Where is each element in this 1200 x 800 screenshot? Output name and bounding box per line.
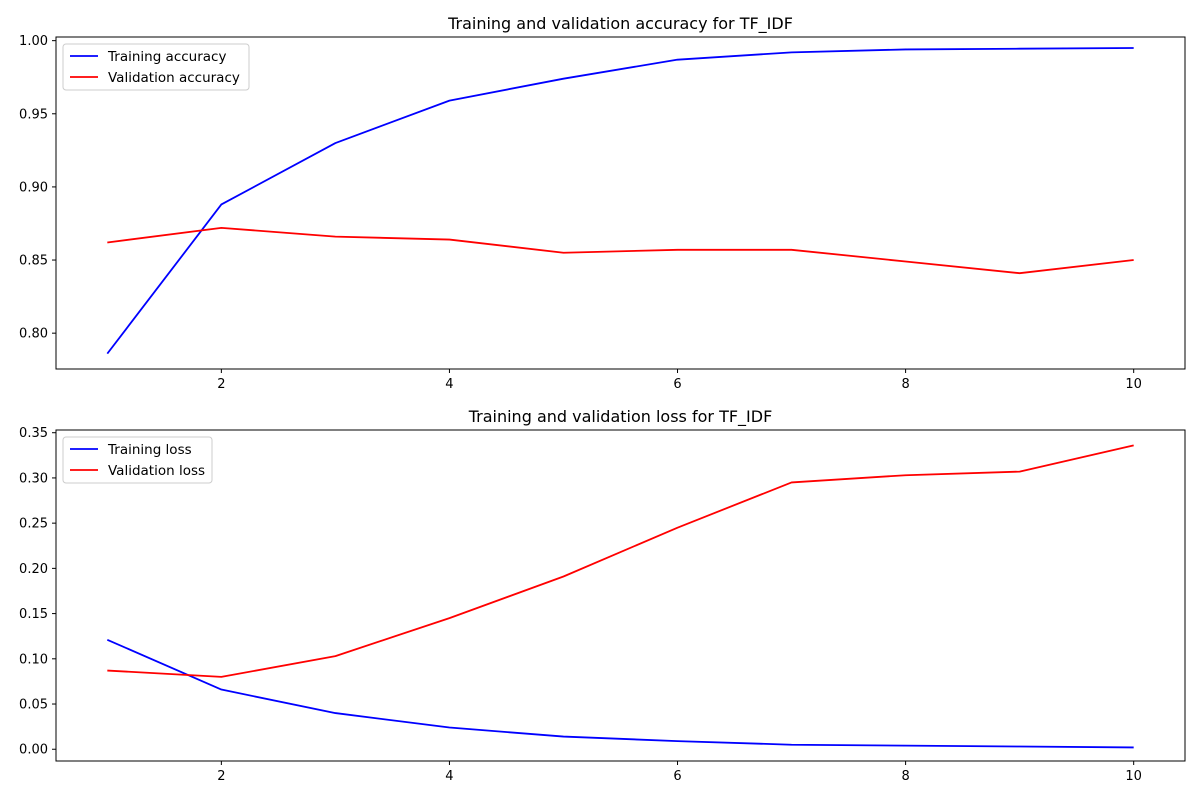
x-tick-label: 10 — [1125, 769, 1142, 784]
y-tick-label: 0.90 — [19, 180, 48, 195]
legend-label: Validation accuracy — [108, 70, 240, 86]
chart-title: Training and validation accuracy for TF_… — [447, 14, 793, 34]
y-tick-label: 0.95 — [19, 107, 48, 122]
x-tick-label: 2 — [217, 769, 225, 784]
x-tick-label: 4 — [445, 769, 453, 784]
legend-label: Training loss — [107, 442, 192, 458]
y-tick-label: 0.05 — [19, 698, 48, 713]
legend-label: Validation loss — [108, 463, 205, 479]
y-tick-label: 0.10 — [19, 652, 48, 667]
axes-frame — [55, 429, 1186, 762]
x-tick-label: 6 — [673, 769, 681, 784]
legend: Training loss Validation loss — [62, 436, 213, 484]
y-tick-label: 0.20 — [19, 562, 48, 577]
series-line-training-accuracy — [106, 47, 1134, 355]
y-tick-label: 0.85 — [19, 254, 48, 269]
y-tick-label: 1.00 — [19, 34, 48, 49]
chart-panel-accuracy: Training and validation accuracy for TF_… — [19, 14, 1186, 392]
series-line-training-loss — [106, 638, 1134, 749]
series-line-validation-accuracy — [107, 226, 1134, 275]
y-tick-label: 0.30 — [19, 471, 48, 486]
x-tick-label: 2 — [217, 377, 225, 392]
chart-panel-loss: Training and validation loss for TF_IDF 2… — [19, 407, 1186, 784]
series-line-validation-loss — [107, 444, 1134, 678]
x-tick-label: 6 — [673, 377, 681, 392]
legend-label: Training accuracy — [107, 49, 226, 65]
y-tick-label: 0.35 — [19, 426, 48, 441]
legend: Training accuracy Validation accuracy — [62, 43, 250, 91]
legend-box — [62, 43, 250, 91]
axes-frame — [55, 36, 1186, 370]
x-tick-label: 10 — [1125, 377, 1142, 392]
chart-title: Training and validation loss for TF_IDF — [468, 407, 773, 427]
y-tick-label: 0.15 — [19, 607, 48, 622]
y-tick-label: 0.25 — [19, 517, 48, 532]
x-tick-label: 8 — [901, 769, 909, 784]
x-tick-label: 4 — [445, 377, 453, 392]
y-tick-label: 0.80 — [19, 327, 48, 342]
x-tick-label: 8 — [901, 377, 909, 392]
legend-box — [62, 436, 213, 484]
y-tick-label: 0.00 — [19, 743, 48, 758]
